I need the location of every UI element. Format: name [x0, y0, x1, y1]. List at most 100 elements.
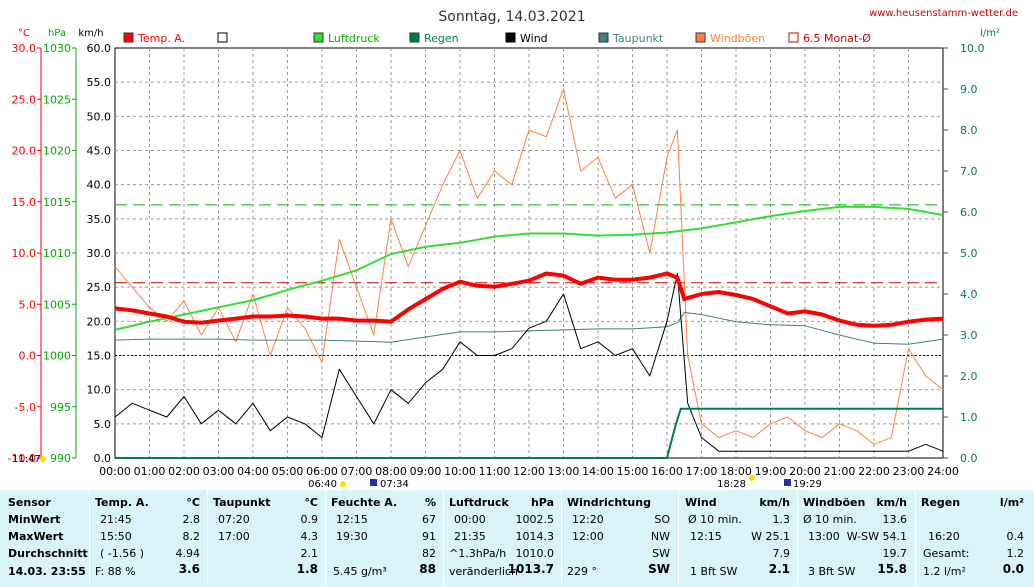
gusts-avg10-value: 13.6 — [882, 513, 908, 526]
tick-label-temp: -5.0 — [15, 401, 36, 414]
tick-label-x: 02:00 — [168, 465, 200, 478]
series-line-luftdruck — [114, 205, 944, 331]
winddir-max-time: 12:00 — [572, 530, 604, 543]
tick-label-temp: 0.0 — [19, 350, 37, 363]
humidity-absolute: 5.45 g/m³ — [333, 565, 387, 578]
col-header-rain: Regen — [921, 496, 961, 509]
sunset-twilight-time: 19:29 — [793, 479, 822, 490]
winddir-current-value: SW — [648, 562, 670, 576]
tick-label-rain: 10.0 — [960, 42, 985, 55]
rain-sum-text: 1.2 l/m² — [923, 565, 966, 578]
rain-max-value: 0.4 — [1006, 530, 1025, 543]
col-header-winddir: Windrichtung — [567, 496, 651, 509]
pressure-current-value: 1013.7 — [507, 562, 554, 576]
humidity-min-value: 67 — [422, 513, 436, 526]
rain-max-time: 16:20 — [928, 530, 960, 543]
tick-label-kmh: 50.0 — [87, 110, 112, 123]
site-url[interactable]: www.heusenstamm-wetter.de — [869, 8, 1018, 19]
row-label-min: MinWert — [8, 513, 61, 526]
tick-label-x: 15:00 — [617, 465, 649, 478]
axis-unit-kmh: km/h — [78, 28, 103, 39]
legend-swatch — [598, 32, 609, 43]
tick-label-x: 17:00 — [686, 465, 718, 478]
axis-unit-temp: °C — [18, 28, 30, 39]
tick-label-x: 07:00 — [341, 465, 373, 478]
series-line-regen — [115, 407, 943, 459]
legend-item: Regen — [409, 32, 459, 45]
col-unit-rain: l/m² — [999, 496, 1024, 509]
col-header-humidity: Feuchte A. — [331, 496, 398, 509]
legend-item: Windböen — [695, 32, 765, 45]
legend-item: Temp. A. — [123, 32, 185, 45]
legend-label: Wind — [520, 32, 548, 45]
tick-label-x: 10:00 — [444, 465, 476, 478]
sensor-header: Sensor — [8, 496, 51, 509]
tick-label-x: 20:00 — [789, 465, 821, 478]
legend-label: Temp. A. — [137, 32, 185, 45]
legend-label: Taupunkt — [612, 32, 664, 45]
wind-avg10-value: 1.3 — [772, 513, 791, 526]
legend-item: Taupunkt — [598, 32, 664, 45]
legend-label: Regen — [424, 32, 459, 45]
tick-label-rain: 5.0 — [960, 247, 978, 260]
gusts-avg10-label: Ø 10 min. — [803, 513, 857, 526]
tick-label-x: 01:00 — [134, 465, 166, 478]
chart-axes: 30.0 25.0 20.0 15.0 10.0 5.0 0.0 -5.0 -10.0 1030 1… — [8, 42, 985, 478]
sunrise-icon — [370, 479, 377, 486]
axis-unit-hpa: hPa — [48, 28, 66, 39]
pressure-max-value: 1014.3 — [515, 530, 555, 543]
tick-label-x: 24:00 — [927, 465, 959, 478]
tick-label-hpa: 1005 — [43, 298, 71, 311]
humidity-max-time: 19:30 — [336, 530, 368, 543]
tick-label-x: 09:00 — [410, 465, 442, 478]
pressure-tendency: ^1.3hPa/h — [449, 547, 507, 560]
col-header-wind: Wind — [685, 496, 717, 509]
dewpoint-min-value: 0.9 — [300, 513, 319, 526]
wind-max-time: 12:15 — [690, 530, 722, 543]
pressure-max-time: 21:35 — [454, 530, 486, 543]
col-unit-dewpoint: °C — [304, 496, 318, 509]
winddir-max-value: NW — [650, 530, 670, 543]
tick-label-x: 23:00 — [893, 465, 925, 478]
humidity-avg-value: 82 — [422, 547, 436, 560]
tick-label-rain: 3.0 — [960, 329, 978, 342]
legend-swatch — [695, 32, 706, 43]
wind-avg-value: 7.9 — [772, 547, 791, 560]
tick-label-hpa: 1010 — [43, 247, 71, 260]
legend-swatch — [217, 32, 228, 43]
tick-label-temp: 10.0 — [12, 247, 37, 260]
tick-label-rain: 9.0 — [960, 83, 978, 96]
tick-label-x: 16:00 — [651, 465, 683, 478]
tick-label-kmh: 20.0 — [87, 315, 112, 328]
tick-label-x: 12:00 — [513, 465, 545, 478]
col-header-dewpoint: Taupunkt — [213, 496, 271, 509]
legend-label: Luftdruck — [328, 32, 380, 45]
pressure-min-value: 1002.5 — [515, 513, 555, 526]
legend-swatch — [313, 32, 324, 43]
tick-label-kmh: 40.0 — [87, 179, 112, 192]
row-label-avg: Durchschnitt — [8, 547, 88, 560]
tick-label-rain: 6.0 — [960, 206, 978, 219]
temp-windchill: ( -1.56 ) — [100, 547, 145, 560]
humidity-max-value: 91 — [422, 530, 436, 543]
tick-label-x: 21:00 — [824, 465, 856, 478]
pressure-min-time: 00:00 — [454, 513, 486, 526]
tick-label-hpa: 1025 — [43, 93, 71, 106]
sunrise-time: 07:34 — [380, 479, 409, 490]
rain-total-label: Gesamt: — [923, 547, 970, 560]
tick-label-hpa: 995 — [50, 401, 71, 414]
tick-label-hpa: 1020 — [43, 145, 71, 158]
tick-label-hpa: 1030 — [43, 42, 71, 55]
legend-swatch — [409, 32, 420, 43]
tick-label-temp: 5.0 — [19, 298, 37, 311]
temp-min-time: 21:45 — [100, 513, 132, 526]
dewpoint-current-value: 1.8 — [296, 562, 318, 576]
tick-label-hpa: 1015 — [43, 196, 71, 209]
tick-label-x: 00:00 — [99, 465, 131, 478]
axis-unit-rain: l/m² — [980, 28, 1000, 39]
chart-grid — [114, 47, 944, 459]
dewpoint-avg-value: 2.1 — [300, 547, 319, 560]
tick-label-x: 19:00 — [755, 465, 787, 478]
wind-current-value: 2.1 — [768, 562, 790, 576]
temp-max-time: 15:50 — [100, 530, 132, 543]
